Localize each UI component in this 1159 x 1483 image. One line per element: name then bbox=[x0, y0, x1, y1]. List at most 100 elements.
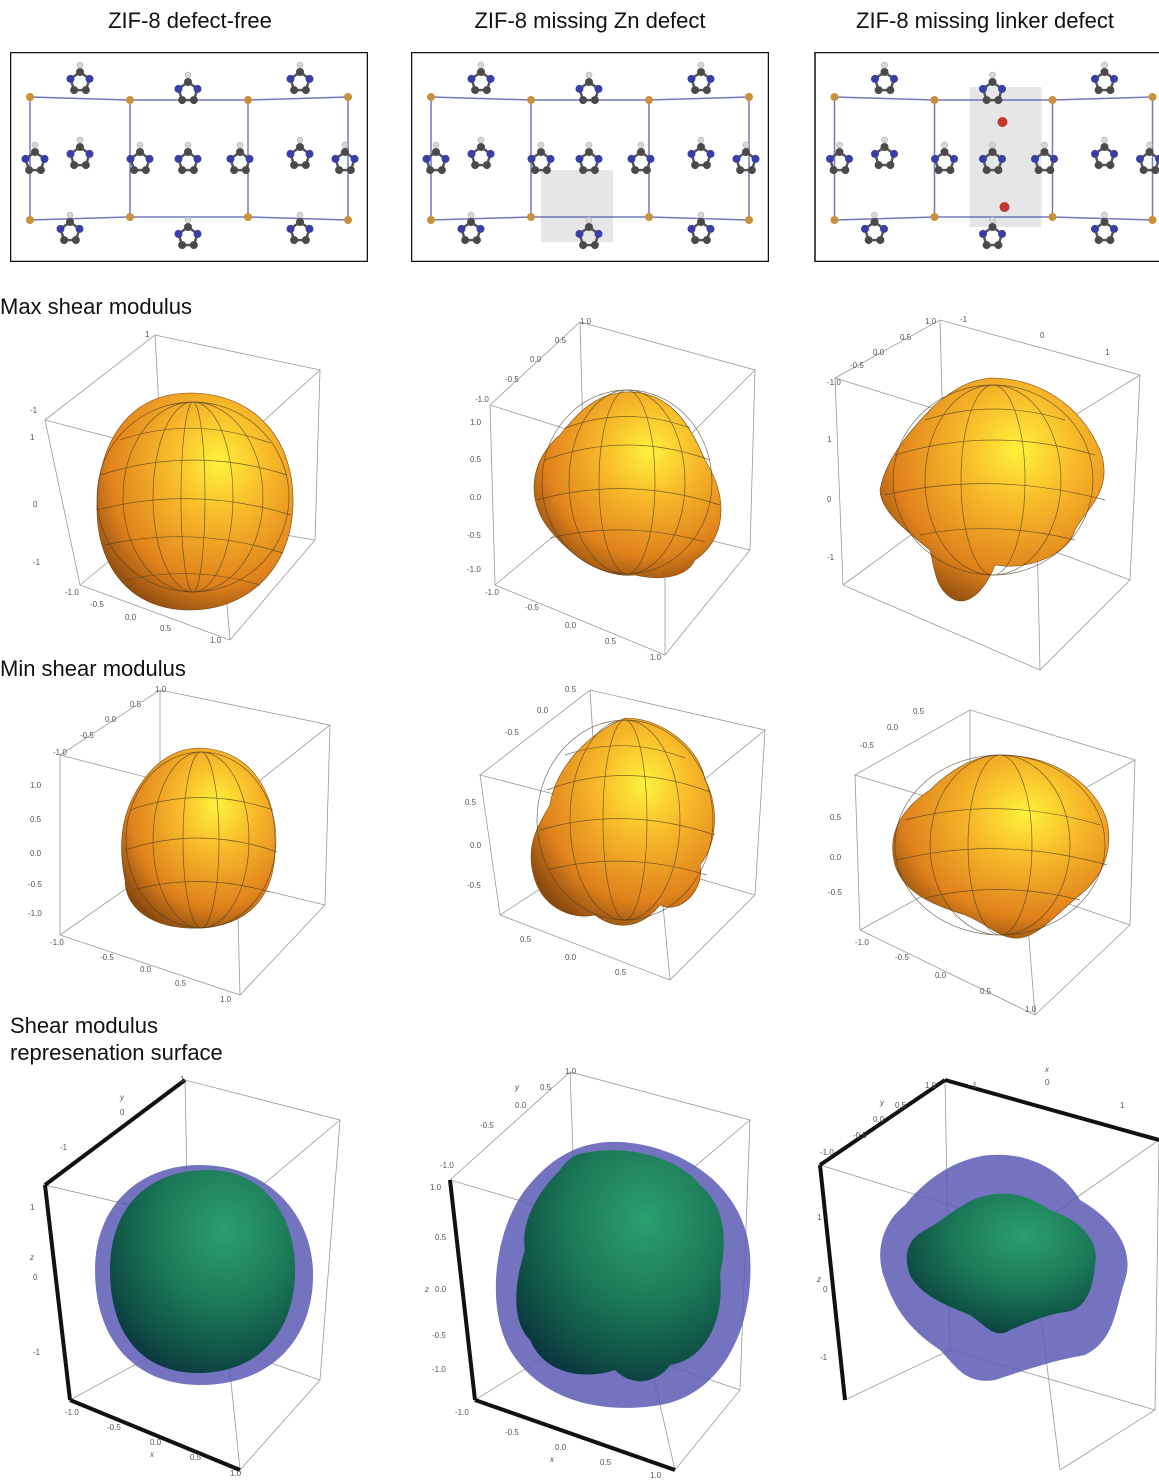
svg-text:0.5: 0.5 bbox=[175, 979, 187, 988]
carbon-atom bbox=[1106, 86, 1115, 95]
svg-text:0: 0 bbox=[1040, 331, 1045, 340]
nitrogen-atom bbox=[441, 154, 450, 163]
svg-text:0: 0 bbox=[33, 1273, 38, 1282]
nitrogen-atom bbox=[40, 154, 49, 163]
carbon-atom bbox=[1094, 236, 1103, 245]
carbon-atom bbox=[637, 148, 645, 156]
carbon-atom bbox=[36, 166, 45, 175]
nitrogen-atom bbox=[56, 224, 65, 233]
nitrogen-atom bbox=[85, 149, 94, 158]
carbon-atom bbox=[590, 96, 599, 105]
carbon-atom bbox=[736, 166, 745, 175]
svg-text:0.5: 0.5 bbox=[605, 637, 617, 646]
svg-text:-1.0: -1.0 bbox=[475, 395, 489, 404]
nitrogen-atom bbox=[706, 149, 715, 158]
column-title-defect-free: ZIF-8 defect-free bbox=[108, 8, 272, 33]
nitrogen-atom bbox=[174, 84, 183, 93]
svg-text:0.5: 0.5 bbox=[555, 336, 567, 345]
nitrogen-atom bbox=[1155, 154, 1159, 163]
carbon-atom bbox=[880, 68, 889, 76]
hydrogen-atom bbox=[1101, 136, 1108, 144]
svg-text:0.5: 0.5 bbox=[470, 455, 482, 464]
svg-text:-1: -1 bbox=[960, 315, 968, 324]
carbon-atom bbox=[579, 166, 588, 175]
nitrogen-atom bbox=[998, 154, 1007, 163]
svg-text:-0.5: -0.5 bbox=[467, 531, 481, 540]
svg-text:0.0: 0.0 bbox=[435, 1285, 447, 1294]
nitrogen-atom bbox=[646, 154, 655, 163]
carbon-atom bbox=[702, 161, 711, 170]
svg-text:1.0: 1.0 bbox=[155, 685, 167, 694]
carbon-atom bbox=[691, 161, 700, 170]
zinc-atom bbox=[126, 213, 134, 221]
nitrogen-atom bbox=[1050, 154, 1059, 163]
nitrogen-atom bbox=[751, 154, 760, 163]
svg-text:-1: -1 bbox=[827, 553, 835, 562]
svg-text:0.5: 0.5 bbox=[160, 624, 172, 633]
hydrogen-atom bbox=[697, 136, 705, 144]
zinc-atom bbox=[244, 213, 252, 221]
nitrogen-atom bbox=[950, 154, 959, 163]
nitrogen-atom bbox=[85, 74, 94, 83]
zinc-atom bbox=[1048, 213, 1057, 221]
svg-text:-0.5: -0.5 bbox=[505, 375, 519, 384]
nitrogen-atom bbox=[21, 154, 30, 163]
svg-text:x: x bbox=[149, 1450, 155, 1459]
svg-text:0.0: 0.0 bbox=[830, 853, 842, 862]
zinc-atom bbox=[427, 216, 435, 224]
carbon-atom bbox=[994, 96, 1003, 105]
svg-text:-0.5: -0.5 bbox=[860, 741, 874, 750]
carbon-atom bbox=[1100, 218, 1109, 226]
svg-text:-0.5: -0.5 bbox=[107, 1423, 121, 1432]
hydrogen-atom bbox=[1041, 141, 1048, 149]
nitrogen-atom bbox=[1110, 224, 1119, 233]
surface-max-shear bbox=[879, 377, 1105, 602]
nitrogen-atom bbox=[870, 74, 879, 83]
svg-text:0.0: 0.0 bbox=[555, 1443, 567, 1452]
hydrogen-atom bbox=[585, 71, 593, 79]
svg-text:-0.5: -0.5 bbox=[80, 731, 94, 740]
nitrogen-atom bbox=[193, 84, 202, 93]
svg-text:0: 0 bbox=[33, 500, 38, 509]
svg-text:-1.0: -1.0 bbox=[65, 1408, 79, 1417]
carbon-atom bbox=[437, 166, 446, 175]
carbon-atom bbox=[579, 96, 588, 105]
carbon-atom bbox=[988, 223, 997, 231]
nitrogen-atom bbox=[860, 224, 869, 233]
zinc-atom bbox=[427, 93, 435, 101]
nitrogen-atom bbox=[527, 154, 536, 163]
svg-text:0.5: 0.5 bbox=[600, 1458, 612, 1467]
svg-text:0.5: 0.5 bbox=[190, 1453, 202, 1462]
carbon-atom bbox=[988, 148, 997, 156]
bond bbox=[247, 96, 349, 101]
carbon-atom bbox=[742, 148, 750, 156]
hydrogen-atom bbox=[184, 71, 192, 79]
carbon-atom bbox=[880, 143, 889, 151]
nitrogen-atom bbox=[890, 149, 899, 158]
zinc-atom bbox=[1148, 216, 1157, 224]
nitrogen-atom bbox=[66, 74, 75, 83]
svg-text:1: 1 bbox=[827, 435, 832, 444]
hydrogen-atom bbox=[989, 71, 996, 79]
svg-text:1.0: 1.0 bbox=[925, 1081, 937, 1090]
svg-text:0.0: 0.0 bbox=[873, 1115, 885, 1124]
svg-text:-0.5: -0.5 bbox=[90, 600, 104, 609]
hydrogen-atom bbox=[697, 211, 705, 219]
bond bbox=[1052, 96, 1153, 101]
plot-max-shear-defect-free: 1 -1 1 0 -1 -1.0 -0.5 0.0 0.5 1.0 bbox=[30, 330, 321, 645]
inner-surface bbox=[516, 1150, 724, 1382]
carbon-atom bbox=[747, 166, 756, 175]
carbon-atom bbox=[874, 86, 883, 95]
carbon-atom bbox=[136, 148, 144, 156]
carbon-atom bbox=[301, 236, 310, 245]
carbon-atom bbox=[81, 86, 90, 95]
svg-text:1.0: 1.0 bbox=[565, 1067, 577, 1076]
nitrogen-atom bbox=[1090, 74, 1099, 83]
zinc-atom bbox=[830, 216, 839, 224]
nitrogen-atom bbox=[706, 224, 715, 233]
zinc-atom bbox=[126, 96, 134, 104]
structure-defect-free bbox=[10, 52, 368, 262]
nitrogen-atom bbox=[575, 84, 584, 93]
bond bbox=[247, 216, 349, 221]
